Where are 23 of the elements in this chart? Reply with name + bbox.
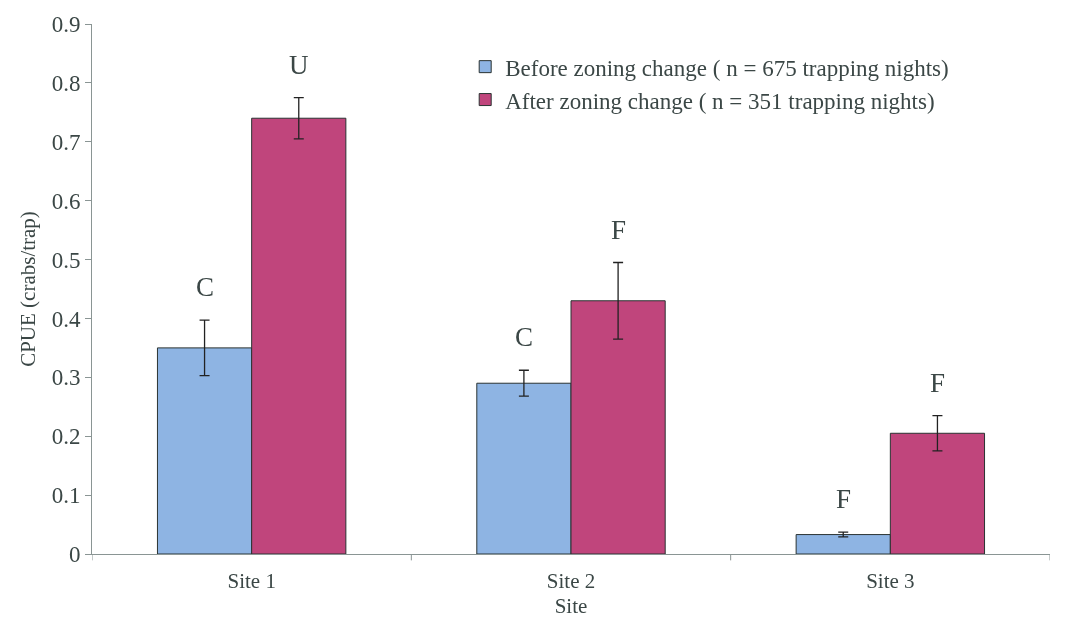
y-tick-label: 0.5: [51, 247, 81, 273]
legend-label: After zoning change ( n = 351 trapping nights): [505, 88, 935, 114]
y-tick-label: 0.8: [51, 70, 81, 96]
y-tick-label: 0.4: [51, 306, 81, 332]
x-tick-label: Site 2: [546, 569, 596, 594]
y-tick-label: 0: [68, 542, 81, 568]
data-label: F: [611, 215, 627, 245]
data-label: F: [836, 484, 852, 514]
data-label: C: [515, 322, 534, 352]
x-axis-title: Site: [554, 594, 588, 619]
data-label: F: [930, 368, 946, 398]
legend-label: Before zoning change ( n = 675 trapping nights): [505, 55, 949, 81]
y-axis-title: CPUE (crabs/trap): [15, 211, 40, 367]
y-tick-label: 0.2: [51, 424, 81, 450]
y-tick-label: 0.1: [51, 483, 81, 509]
data-label: C: [196, 272, 215, 302]
x-tick-label: Site 1: [227, 569, 276, 594]
x-tick-label: Site 3: [866, 569, 915, 594]
data-label: U: [289, 50, 309, 80]
y-tick-label: 0.7: [51, 129, 81, 155]
y-tick-label: 0.6: [51, 188, 81, 214]
y-tick-label: 0.3: [51, 365, 81, 391]
y-tick-label: 0.9: [51, 12, 81, 38]
